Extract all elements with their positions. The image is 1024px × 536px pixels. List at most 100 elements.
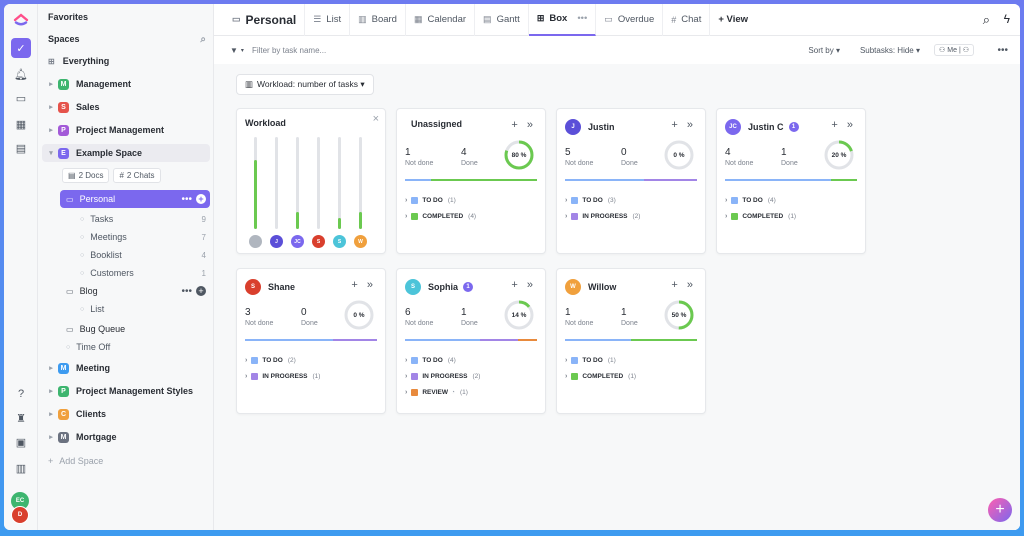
add-space-button[interactable]: + Add Space (38, 452, 214, 470)
sidebar-space-item[interactable]: ▸ M Meeting (38, 359, 214, 377)
status-group-row[interactable]: › COMPLETED (4) (405, 213, 476, 220)
docs-icon[interactable]: ▤ (15, 142, 27, 155)
sidebar-space-item[interactable]: ▸ S Sales (38, 98, 214, 116)
card-actions[interactable]: + » (511, 279, 536, 291)
tab-chat[interactable]: # Chat (663, 4, 711, 36)
status-group-row[interactable]: › TO DO (1) (405, 197, 456, 204)
chats-chip[interactable]: #2 Chats (113, 167, 161, 183)
workload-avatar[interactable]: W (354, 235, 367, 248)
dashboards-icon[interactable]: ▦ (15, 118, 27, 131)
status-group-row[interactable]: › TO DO (4) (405, 357, 456, 364)
workload-avatar[interactable] (249, 235, 262, 248)
filter-icon[interactable]: ▼ (230, 45, 238, 55)
clickup-logo[interactable] (13, 10, 29, 26)
automation-bolt-icon[interactable]: ϟ (1003, 12, 1010, 26)
sidebar-item-bug-queue[interactable]: ▭ Bug Queue (38, 320, 214, 338)
briefcase-icon[interactable]: ▣ (15, 436, 27, 449)
sidebar-list-item[interactable]: ○ Customers 1 (38, 264, 214, 282)
more-icon[interactable]: ••• (577, 13, 588, 24)
chevron-right-icon[interactable]: ▸ (49, 388, 53, 395)
sidebar-item-personal[interactable]: ▭ Personal ••• + (60, 190, 210, 208)
sort-by-button[interactable]: Sort by ▾ (808, 45, 840, 55)
tab-overdue[interactable]: ▭ Overdue (596, 4, 664, 36)
chevron-down-icon[interactable]: ▾ (240, 47, 244, 54)
status-group-row[interactable]: › COMPLETED (1) (725, 213, 796, 220)
user-avatar[interactable]: EC (11, 492, 29, 510)
workload-dropdown[interactable]: ▥ Workload: number of tasks ▾ (236, 74, 374, 95)
search-icon[interactable]: ⌕ (982, 12, 990, 27)
status-group-row[interactable]: › TO DO (2) (245, 357, 296, 364)
sidebar-space-item[interactable]: ▸ P Project Management Styles (38, 382, 214, 400)
card-actions[interactable]: + » (511, 119, 536, 131)
workload-avatar[interactable]: S (333, 235, 346, 248)
card-header[interactable]: JC Justin C 1 (725, 119, 799, 135)
close-icon[interactable]: × (372, 113, 379, 125)
add-icon[interactable]: + (196, 194, 206, 204)
more-icon[interactable]: ••• (181, 193, 192, 205)
sidebar-space-item[interactable]: ▸ C Clients (38, 405, 214, 423)
more-options-icon[interactable]: ••• (997, 44, 1008, 56)
notifications-icon[interactable]: 🔔︎ (14, 68, 28, 81)
more-icon[interactable]: ••• (181, 285, 192, 297)
card-actions[interactable]: + » (351, 279, 376, 291)
chevron-right-icon[interactable]: ▸ (49, 104, 53, 111)
status-group-row[interactable]: › TO DO (3) (565, 197, 616, 204)
sidebar-list-item[interactable]: ○ Tasks 9 (38, 210, 214, 228)
home-icon[interactable]: ✓ (11, 38, 31, 58)
me-filter-button[interactable]: ⚇ Me | ⚇ (934, 44, 974, 56)
tab-list[interactable]: ☰ List (305, 4, 351, 36)
inbox-icon[interactable]: ▭ (15, 92, 27, 105)
workload-avatar[interactable]: JC (291, 235, 304, 248)
tab-board[interactable]: ▥ Board (350, 4, 406, 36)
sidebar-space-item[interactable]: ▾ E Example Space (42, 144, 210, 162)
filter-input[interactable]: Filter by task name... (251, 45, 327, 55)
trophy-icon[interactable]: ♜ (16, 412, 26, 425)
chevron-right-icon[interactable]: ▸ (49, 81, 53, 88)
sidebar-item-everything[interactable]: ⊞ Everything (38, 52, 214, 70)
status-group-row[interactable]: › IN PROGRESS (2) (565, 213, 640, 220)
chevron-right-icon[interactable]: ▸ (49, 127, 53, 134)
sidebar-item-blog-list[interactable]: ○ List (38, 300, 214, 318)
list-title[interactable]: ▭ Personal (224, 4, 306, 36)
sidebar-list-item[interactable]: ○ Meetings 7 (38, 228, 214, 246)
status-group-row[interactable]: › REVIEW ◔ (1) (405, 389, 468, 396)
sidebar-item-time-off[interactable]: ○ Time Off (38, 338, 214, 356)
chevron-down-icon[interactable]: ▾ (49, 150, 53, 157)
chevron-right-icon[interactable]: ▸ (49, 365, 53, 372)
workspace-avatar[interactable]: D (11, 506, 29, 524)
card-actions[interactable]: + » (671, 279, 696, 291)
tab-calendar[interactable]: ▦ Calendar (406, 4, 476, 36)
sidebar-space-item[interactable]: ▸ P Project Management (38, 121, 214, 139)
card-header[interactable]: Unassigned (411, 119, 462, 129)
card-actions[interactable]: + » (831, 119, 856, 131)
add-icon[interactable]: + (196, 286, 206, 296)
card-actions[interactable]: + » (671, 119, 696, 131)
tab-box[interactable]: ⊞ Box ••• (528, 4, 597, 36)
status-group-row[interactable]: › COMPLETED (1) (565, 373, 636, 380)
help-icon[interactable]: ? (17, 388, 25, 400)
quick-add-button[interactable]: + (988, 498, 1012, 522)
card-header[interactable]: S Sophia 1 (405, 279, 474, 295)
sidebar-list-item[interactable]: ○ Booklist 4 (38, 246, 214, 264)
status-group-row[interactable]: › IN PROGRESS (2) (405, 373, 480, 380)
subtasks-button[interactable]: Subtasks: Hide ▾ (859, 45, 920, 55)
workload-avatar[interactable]: J (270, 235, 283, 248)
workload-avatar[interactable]: S (312, 235, 325, 248)
card-header[interactable]: W Willow (565, 279, 616, 295)
status-group-row[interactable]: › TO DO (1) (565, 357, 616, 364)
status-group-row[interactable]: › TO DO (4) (725, 197, 776, 204)
card-header[interactable]: J Justin (565, 119, 615, 135)
chevron-right-icon[interactable]: ▸ (49, 411, 53, 418)
chevron-right-icon[interactable]: ▸ (49, 434, 53, 441)
sidebar-item-blog[interactable]: ▭ Blog ••• + (38, 282, 214, 300)
add-view-button[interactable]: + View (710, 4, 756, 36)
status-group-row[interactable]: › IN PROGRESS (1) (245, 373, 320, 380)
tab-gantt[interactable]: ▤ Gantt (475, 4, 529, 36)
favorites-heading[interactable]: Favorites (38, 8, 214, 26)
sidebar-space-item[interactable]: ▸ M Mortgage (38, 428, 214, 446)
search-icon[interactable]: ⌕ (200, 33, 206, 45)
sidebar-space-item[interactable]: ▸ M Management (38, 75, 214, 93)
docs-chip[interactable]: ▤ 2 Docs (62, 167, 110, 183)
card-header[interactable]: S Shane (245, 279, 295, 295)
clipboard-icon[interactable]: ▥ (15, 462, 27, 475)
